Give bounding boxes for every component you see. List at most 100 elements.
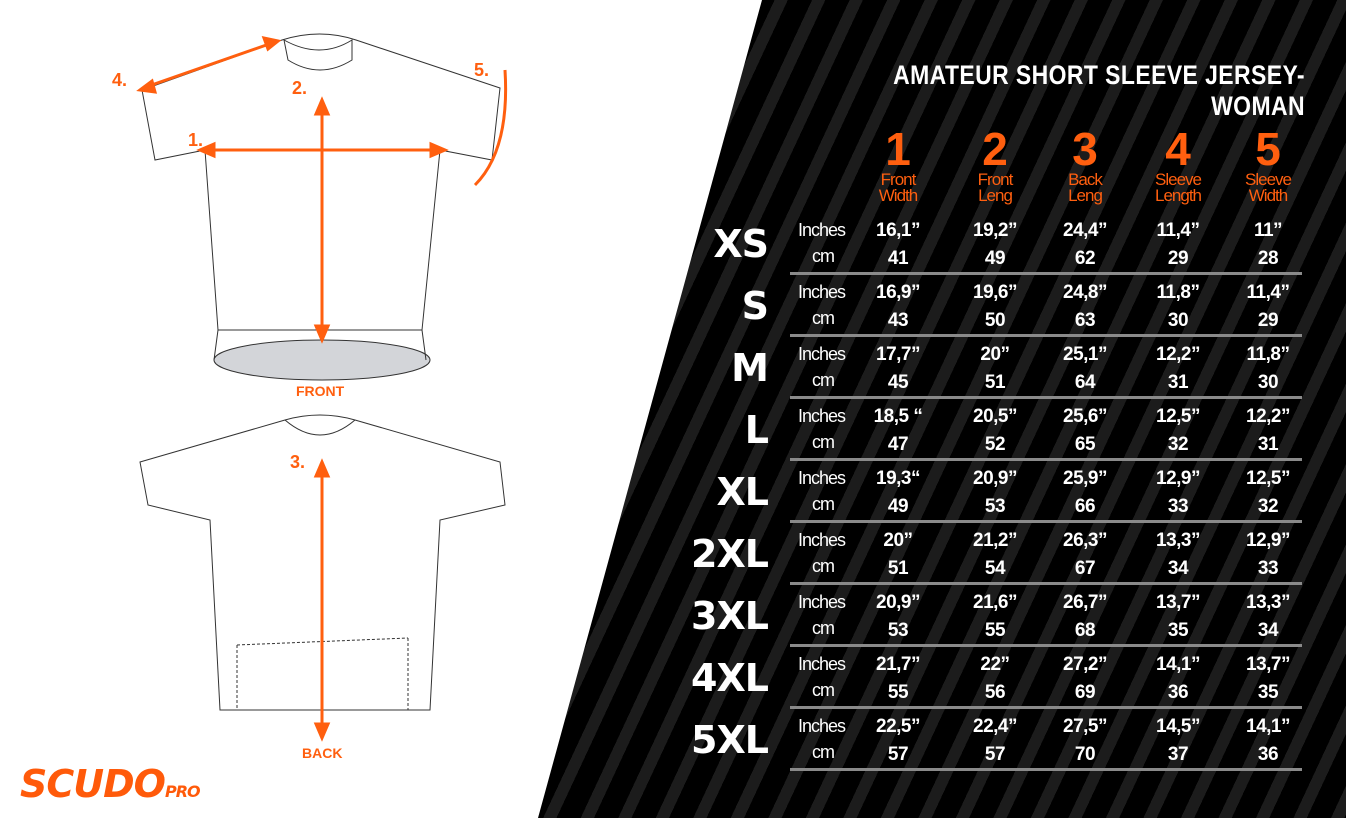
- column-header: 1 Front Width: [853, 126, 943, 204]
- inches-value: 21,7”: [876, 654, 920, 675]
- cm-value: 65: [1074, 434, 1096, 455]
- column-header: 5 Sleeve Width: [1223, 126, 1313, 204]
- cm-value: 68: [1074, 620, 1096, 641]
- inches-value: 12,2”: [1156, 344, 1200, 365]
- cm-value: 66: [1074, 496, 1096, 517]
- measure-label-3: 3.: [290, 452, 306, 472]
- inches-value: 11,8”: [1156, 282, 1200, 303]
- cm-value: 53: [984, 496, 1006, 517]
- cm-value: 33: [1167, 496, 1189, 517]
- size-row: L Inches cm 18,5 “ 47 20,5” 52 25,6” 65 12,5” 32…: [0, 406, 1346, 468]
- column-number: 1: [885, 123, 911, 175]
- inches-value: 11,4”: [1156, 220, 1200, 241]
- column-label: Length: [1155, 186, 1202, 205]
- inches-value: 22,5”: [876, 716, 920, 737]
- unit-inches: Inches: [798, 716, 846, 736]
- cm-value: 70: [1074, 744, 1096, 765]
- unit-cm: cm: [812, 618, 835, 638]
- size-row: XS Inches cm 16,1” 41 19,2” 49 24,4” 62 11,4” 29…: [0, 220, 1346, 282]
- back-label: BACK: [302, 745, 343, 761]
- cm-value: 47: [887, 434, 909, 455]
- measure-label-5: 5.: [474, 60, 490, 80]
- unit-inches: Inches: [798, 344, 846, 364]
- column-label: Width: [878, 186, 918, 205]
- cm-value: 69: [1074, 682, 1096, 703]
- column-label: Leng: [1068, 186, 1103, 205]
- inches-value: 12,9”: [1156, 468, 1200, 489]
- row-divider: [790, 520, 1302, 523]
- row-divider: [790, 334, 1302, 337]
- cm-value: 29: [1257, 310, 1279, 331]
- column-label: Sleeve: [1245, 170, 1292, 189]
- cm-value: 31: [1167, 372, 1189, 393]
- inches-value: 21,2”: [973, 530, 1017, 551]
- inches-value: 20”: [980, 344, 1010, 365]
- inches-value: 11,8”: [1246, 344, 1290, 365]
- cm-value: 30: [1167, 310, 1189, 331]
- cm-value: 45: [887, 372, 909, 393]
- size-label: 4XL: [691, 656, 769, 700]
- inches-value: 20,9”: [876, 592, 920, 613]
- unit-cm: cm: [812, 370, 835, 390]
- front-label: FRONT: [296, 383, 345, 399]
- cm-value: 56: [984, 682, 1006, 703]
- unit-inches: Inches: [798, 592, 846, 612]
- inches-value: 19,2”: [973, 220, 1017, 241]
- cm-value: 32: [1257, 496, 1279, 517]
- cm-value: 54: [984, 558, 1006, 579]
- cm-value: 35: [1167, 620, 1189, 641]
- cm-value: 33: [1257, 558, 1279, 579]
- unit-cm: cm: [812, 742, 835, 762]
- column-number: 3: [1072, 123, 1098, 175]
- inches-value: 13,3”: [1156, 530, 1200, 551]
- size-label: S: [741, 284, 769, 328]
- cm-value: 28: [1257, 248, 1279, 269]
- unit-cm: cm: [812, 556, 835, 576]
- unit-cm: cm: [812, 246, 835, 266]
- column-number: 2: [982, 123, 1008, 175]
- inches-value: 18,5 “: [873, 406, 923, 427]
- inches-value: 26,7”: [1063, 592, 1107, 613]
- inches-value: 12,2”: [1246, 406, 1290, 427]
- cm-value: 36: [1167, 682, 1189, 703]
- inches-value: 12,5”: [1156, 406, 1200, 427]
- row-divider: [790, 582, 1302, 585]
- inches-value: 19,3“: [876, 468, 920, 489]
- inches-value: 22,4”: [973, 716, 1017, 737]
- size-row: 3XL Inches cm 20,9” 53 21,6” 55 26,7” 68 13,7” 3…: [0, 592, 1346, 654]
- column-label: Width: [1248, 186, 1288, 205]
- column-label: Back: [1068, 170, 1103, 189]
- cm-value: 32: [1167, 434, 1189, 455]
- cm-value: 53: [887, 620, 909, 641]
- size-label: 5XL: [691, 718, 769, 762]
- inches-value: 22”: [980, 654, 1010, 675]
- row-divider: [790, 768, 1302, 771]
- inches-value: 12,9”: [1246, 530, 1290, 551]
- cm-value: 67: [1074, 558, 1096, 579]
- measure-label-2: 2.: [292, 78, 308, 98]
- cm-value: 55: [887, 682, 909, 703]
- inches-value: 27,5”: [1063, 716, 1107, 737]
- inches-value: 24,4”: [1063, 220, 1107, 241]
- inches-value: 16,9”: [876, 282, 920, 303]
- cm-value: 52: [984, 434, 1006, 455]
- inches-value: 13,7”: [1246, 654, 1290, 675]
- size-label: M: [731, 346, 769, 390]
- cm-value: 41: [887, 248, 909, 269]
- inches-value: 25,6”: [1063, 406, 1107, 427]
- inches-value: 20,5”: [973, 406, 1017, 427]
- cm-value: 34: [1257, 620, 1279, 641]
- unit-inches: Inches: [798, 530, 846, 550]
- scudo-pro-logo: SCUDOPRO: [20, 762, 201, 806]
- size-label: 3XL: [691, 594, 769, 638]
- inches-value: 14,1”: [1156, 654, 1200, 675]
- cm-value: 30: [1257, 372, 1279, 393]
- size-row: 4XL Inches cm 21,7” 55 22” 56 27,2” 69 14,1” 36 1…: [0, 654, 1346, 716]
- unit-inches: Inches: [798, 654, 846, 674]
- unit-inches: Inches: [798, 468, 846, 488]
- cm-value: 49: [887, 496, 909, 517]
- size-label: XS: [713, 222, 769, 266]
- cm-value: 37: [1167, 744, 1189, 765]
- measure-label-4: 4.: [112, 70, 128, 90]
- unit-cm: cm: [812, 680, 835, 700]
